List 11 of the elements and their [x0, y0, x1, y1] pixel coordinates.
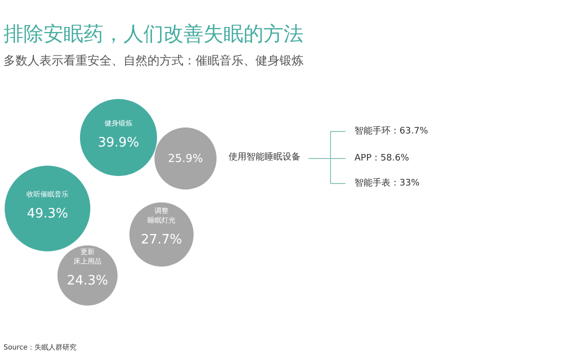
- text: 智能手表：33%: [354, 178, 420, 188]
- text: 排除安眠药，人们改善失眠的方法: [4, 22, 304, 46]
- data-label: 39.9%: [98, 136, 140, 150]
- category-label: 使用智能睡眠设备: [228, 152, 300, 162]
- data-label: 25.9%: [168, 152, 203, 165]
- data-label: 49.3%: [26, 206, 68, 222]
- data-label: 27.7%: [140, 232, 182, 248]
- text: 智能手环：63.7%: [354, 126, 429, 136]
- text: 多数人表示看重安全、自然的方式：催眠音乐、健身锻炼: [4, 54, 304, 68]
- text: APP：58.6%: [354, 154, 410, 164]
- data-label: 24.3%: [66, 274, 108, 288]
